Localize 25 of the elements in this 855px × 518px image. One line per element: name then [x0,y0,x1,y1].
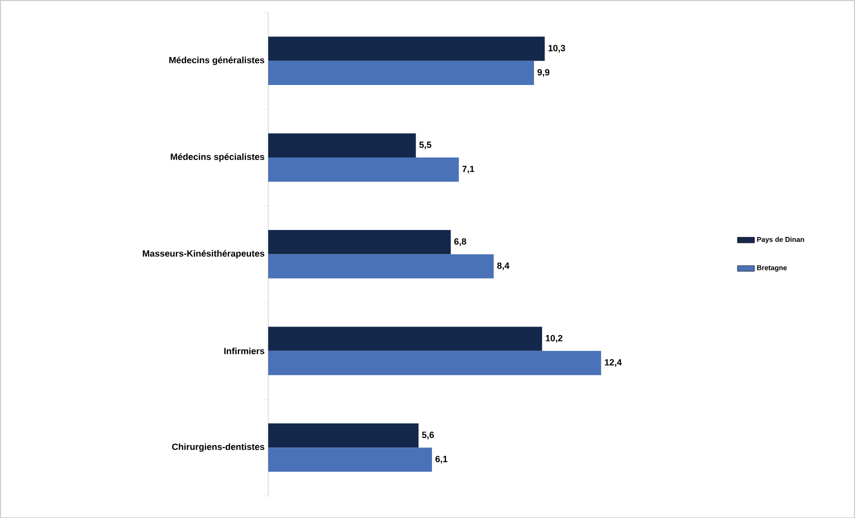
data-label: 7,1 [462,166,474,174]
data-label: 10,3 [548,44,566,52]
data-label: 8,4 [497,262,510,270]
bar [268,36,545,61]
data-label: 10,2 [546,334,562,342]
y-tick-label: Infirmiers [224,347,264,354]
data-label: 5,6 [422,431,434,440]
bar [268,350,602,375]
bar [268,157,459,182]
bar [268,447,432,472]
data-label: 6,8 [454,238,466,246]
bar [268,326,542,351]
data-label: 6,1 [436,456,448,464]
bar [268,254,494,278]
y-tick-label: Médecins généralistes [169,56,264,65]
bar [268,230,451,254]
data-label: 5,5 [419,141,432,150]
y-tick-label: Médecins spécialistes [170,153,264,162]
data-label: 9,9 [538,68,550,77]
data-label: 12,4 [604,358,622,367]
bar [268,60,534,85]
y-tick-label: Masseurs-Kinésithérapeutes [142,250,264,258]
y-tick-label: Chirurgiens-dentistes [172,443,264,452]
bar [268,423,419,448]
bar [268,133,416,158]
